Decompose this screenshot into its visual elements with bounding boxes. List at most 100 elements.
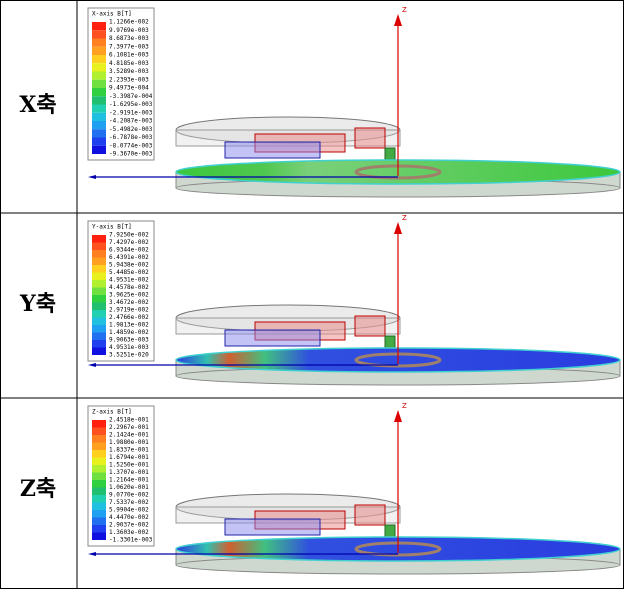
legend-swatch bbox=[92, 96, 106, 104]
legend-value: 9.4973e-004 bbox=[109, 85, 149, 92]
legend-title: X-axis B[T] bbox=[92, 11, 132, 18]
coil-blue bbox=[225, 142, 320, 158]
legend-value: -4.2087e-003 bbox=[109, 118, 153, 125]
coil-green bbox=[385, 148, 395, 160]
horizontal-arrow bbox=[88, 552, 96, 556]
legend-value: 4.9531e-002 bbox=[109, 277, 149, 284]
legend-swatch bbox=[92, 495, 106, 503]
legend-swatch bbox=[92, 473, 106, 481]
legend-value: 2.2967e-001 bbox=[109, 424, 149, 431]
legend-value: -1.3301e-003 bbox=[109, 537, 153, 544]
legend-swatch bbox=[92, 129, 106, 137]
legend: Y-axis B[T]7.9250e-0027.4297e-0026.9344e… bbox=[88, 221, 154, 361]
legend-swatch bbox=[92, 533, 106, 541]
legend-swatch bbox=[92, 458, 106, 466]
legend-swatch bbox=[92, 435, 106, 443]
legend-value: 2.1424e-001 bbox=[109, 432, 149, 439]
legend-value: 7.3977e-003 bbox=[109, 43, 149, 50]
legend-swatch bbox=[92, 30, 106, 38]
legend-swatch bbox=[92, 22, 106, 30]
z-axis-label: Z bbox=[402, 214, 407, 222]
z-arrow bbox=[394, 222, 402, 234]
legend: Z-axis B[T]2.4518e-0012.2967e-0012.1424e… bbox=[88, 406, 154, 546]
legend-swatch bbox=[92, 39, 106, 47]
legend-value: 1.8337e-001 bbox=[109, 447, 149, 454]
legend-swatch bbox=[92, 113, 106, 121]
legend-swatch bbox=[92, 258, 106, 266]
legend-swatch bbox=[92, 488, 106, 496]
row-label: Y축 bbox=[19, 291, 56, 317]
z-arrow bbox=[394, 410, 402, 422]
legend-value: 5.9438e-002 bbox=[109, 262, 149, 269]
legend-swatch bbox=[92, 325, 106, 333]
legend-swatch bbox=[92, 250, 106, 258]
legend-value: 9.9063e-003 bbox=[109, 337, 149, 344]
legend-swatch bbox=[92, 310, 106, 318]
row-label: X축 bbox=[19, 92, 56, 118]
legend-value: 6.9344e-002 bbox=[109, 247, 149, 254]
legend-value: 1.5250e-001 bbox=[109, 462, 149, 469]
coil-blue bbox=[225, 330, 320, 346]
coil-green bbox=[385, 525, 395, 537]
z-arrow bbox=[394, 14, 402, 26]
legend-value: 3.5289e-003 bbox=[109, 68, 149, 75]
legend-swatch bbox=[92, 340, 106, 348]
legend-swatch bbox=[92, 428, 106, 436]
legend-value: 1.0620e-001 bbox=[109, 484, 149, 491]
horizontal-arrow bbox=[88, 363, 96, 367]
legend-swatch bbox=[92, 318, 106, 326]
legend-swatch bbox=[92, 295, 106, 303]
legend-value: -2.9191e-003 bbox=[109, 109, 153, 116]
legend-value: -8.0774e-003 bbox=[109, 142, 153, 149]
legend-value: 3.4672e-002 bbox=[109, 299, 149, 306]
legend-value: 4.4470e-002 bbox=[109, 514, 149, 521]
legend-value: 6.1081e-003 bbox=[109, 52, 149, 59]
legend-swatch bbox=[92, 303, 106, 311]
legend-swatch bbox=[92, 518, 106, 526]
legend-swatch bbox=[92, 333, 106, 341]
legend-swatch bbox=[92, 348, 106, 356]
legend-value: 1.3707e-001 bbox=[109, 469, 149, 476]
figure-table: X축 X-axis B[T]1.1266e-0029.9769e-0038.687… bbox=[0, 0, 624, 589]
legend-value: 2.4766e-002 bbox=[109, 314, 149, 321]
legend-value: 8.6873e-003 bbox=[109, 35, 149, 42]
legend-value: 1.6794e-001 bbox=[109, 454, 149, 461]
legend-value: 1.1266e-002 bbox=[109, 19, 149, 26]
legend-value: 1.2164e-001 bbox=[109, 477, 149, 484]
legend-value: -5.4982e-003 bbox=[109, 126, 153, 133]
legend-value: 9.9769e-003 bbox=[109, 27, 149, 34]
legend-swatch bbox=[92, 265, 106, 273]
legend-swatch bbox=[92, 47, 106, 55]
legend-swatch bbox=[92, 525, 106, 533]
coil-blue bbox=[225, 519, 320, 535]
legend-value: 2.2393e-003 bbox=[109, 76, 149, 83]
legend-value: 4.4578e-002 bbox=[109, 284, 149, 291]
legend-swatch bbox=[92, 63, 106, 71]
legend-swatch bbox=[92, 280, 106, 288]
legend-value: 7.4297e-002 bbox=[109, 239, 149, 246]
legend-swatch bbox=[92, 443, 106, 451]
legend-swatch bbox=[92, 72, 106, 80]
legend-value: 9.0770e-002 bbox=[109, 492, 149, 499]
legend-value: 7.9250e-002 bbox=[109, 232, 149, 239]
legend-swatch bbox=[92, 273, 106, 281]
legend-swatch bbox=[92, 480, 106, 488]
horizontal-arrow bbox=[88, 175, 96, 179]
legend-title: Y-axis B[T] bbox=[92, 224, 132, 231]
z-axis-label: Z bbox=[402, 402, 407, 410]
legend-value: -6.7878e-003 bbox=[109, 134, 153, 141]
legend-value: 1.4859e-002 bbox=[109, 329, 149, 336]
legend-swatch bbox=[92, 80, 106, 88]
legend-value: 5.4485e-002 bbox=[109, 269, 149, 276]
legend-swatch bbox=[92, 465, 106, 473]
legend-swatch bbox=[92, 105, 106, 113]
legend-swatch bbox=[92, 235, 106, 243]
legend-value: 7.5337e-002 bbox=[109, 499, 149, 506]
legend-swatch bbox=[92, 450, 106, 458]
legend-value: 4.9531e-003 bbox=[109, 344, 149, 351]
coil-red bbox=[355, 128, 385, 148]
legend-value: 3.5251e-020 bbox=[109, 352, 149, 359]
coil-red bbox=[355, 316, 385, 336]
legend-swatch bbox=[92, 146, 106, 154]
legend-value: -3.3987e-004 bbox=[109, 93, 153, 100]
